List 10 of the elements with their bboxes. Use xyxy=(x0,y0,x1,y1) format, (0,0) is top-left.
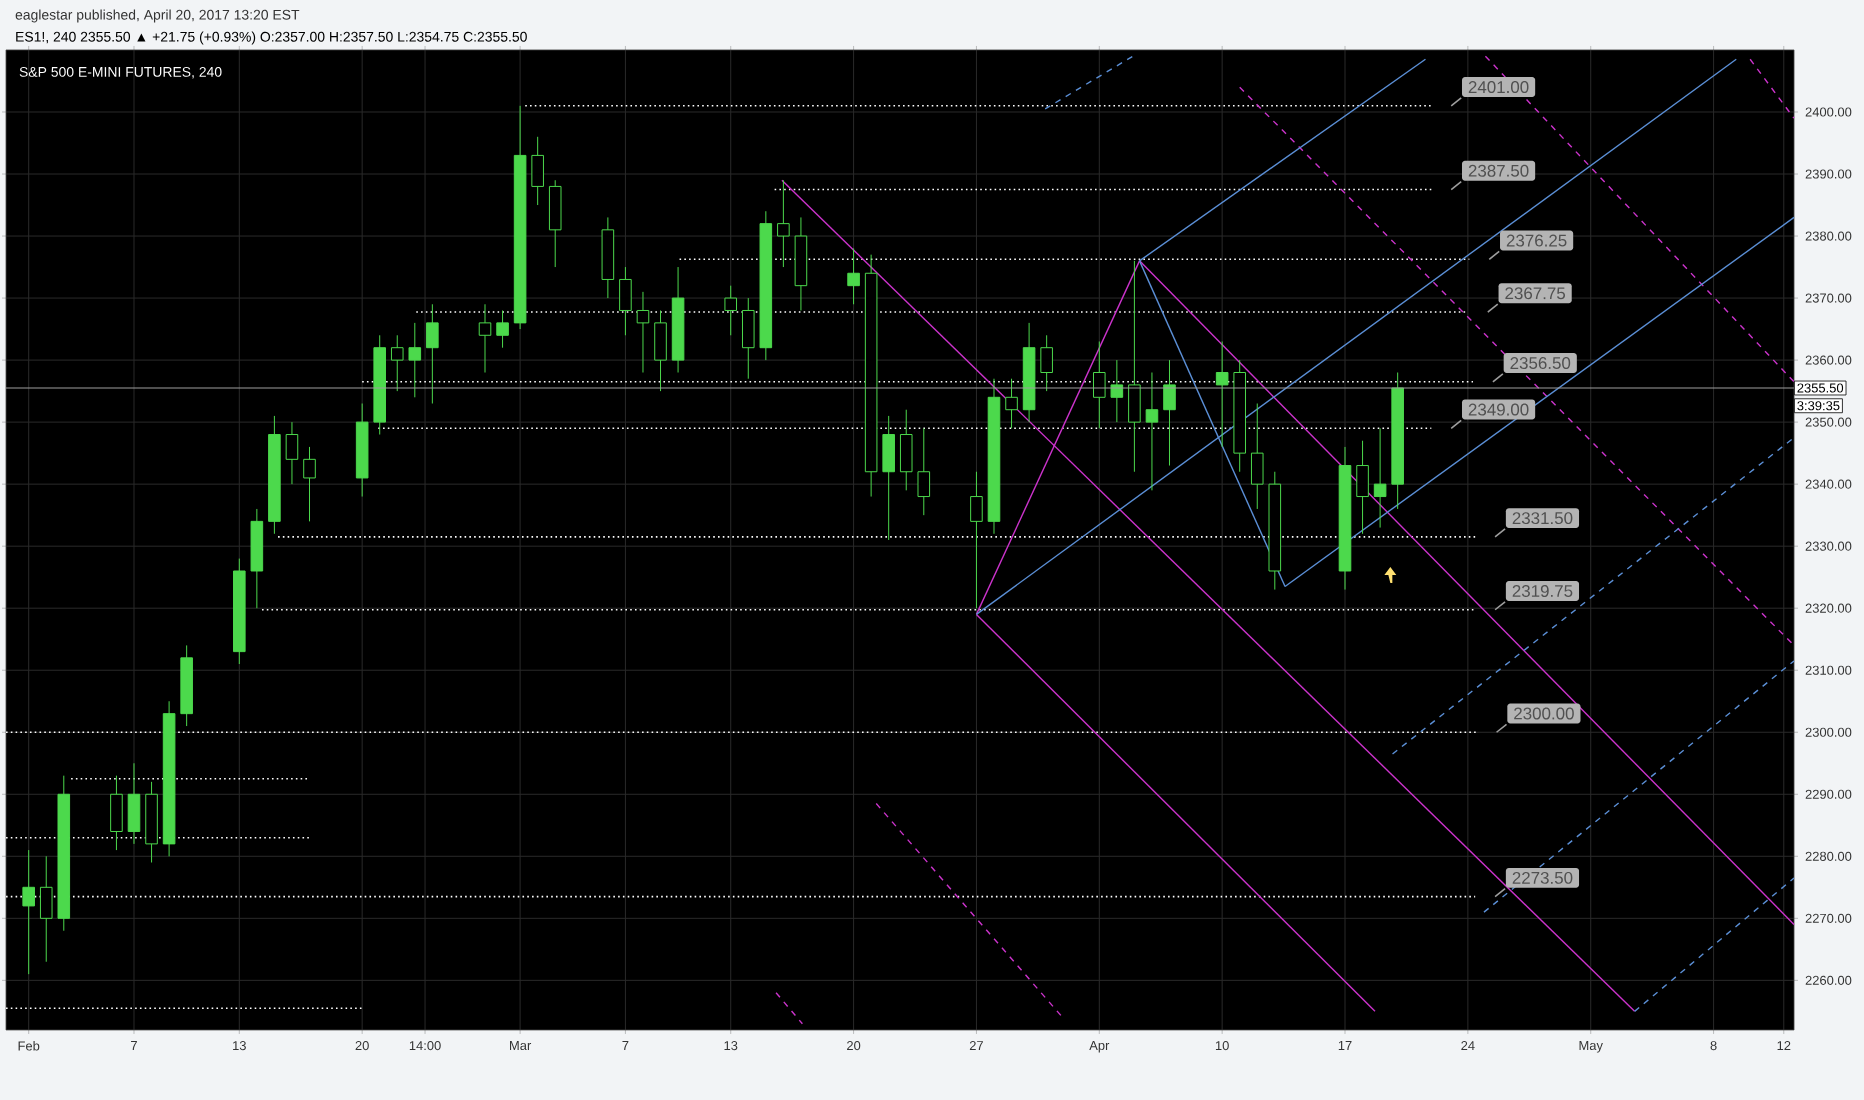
annotation: 2349.00 xyxy=(1468,403,1529,416)
annotation: 2273.50 xyxy=(1512,871,1573,884)
annotation: 2376.25 xyxy=(1506,234,1567,247)
annotation: 2387.50 xyxy=(1468,164,1529,177)
annotation: 2331.50 xyxy=(1512,512,1573,525)
annotation: 2401.00 xyxy=(1468,81,1529,94)
annotation: 2367.75 xyxy=(1505,287,1566,300)
annotation: 2356.50 xyxy=(1510,357,1571,370)
annotation: 2319.75 xyxy=(1512,585,1573,597)
annotation: 2300.00 xyxy=(1514,707,1574,720)
